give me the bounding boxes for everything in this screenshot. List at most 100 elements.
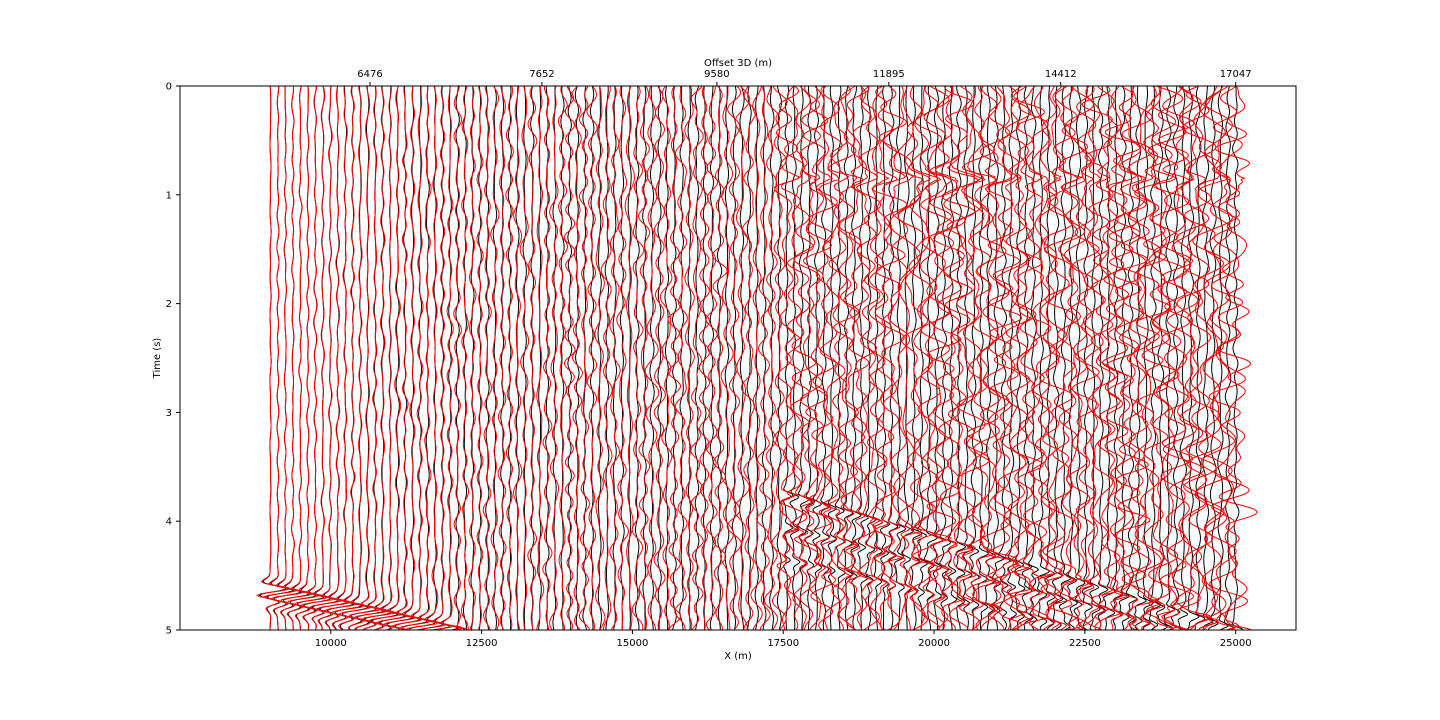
trace-red <box>947 86 983 630</box>
trace-red <box>881 86 914 630</box>
trace-red <box>653 86 666 630</box>
trace-black <box>724 86 730 630</box>
trace-red <box>1192 86 1233 630</box>
trace-red <box>637 86 651 630</box>
x-axis-bottom: 10000 12500 15000 17500 20000 22500 25000 <box>315 630 1252 649</box>
x-axis-top: 6476 7652 9580 11895 14412 17047 <box>357 69 1252 86</box>
y-tick-label: 4 <box>166 517 172 528</box>
trace-red <box>874 86 898 630</box>
trace-red <box>594 86 606 630</box>
trace-red <box>332 86 368 630</box>
trace-red <box>848 86 878 630</box>
trace-red <box>468 86 477 630</box>
trace-black <box>1170 86 1183 630</box>
trace-black <box>888 86 899 630</box>
trace-red <box>659 86 673 630</box>
trace-red <box>1162 86 1205 630</box>
trace-black <box>642 86 647 630</box>
trace-red <box>802 86 833 630</box>
trace-red <box>609 86 621 630</box>
trace-red <box>1037 86 1063 630</box>
trace-black <box>746 86 752 630</box>
trace-red <box>855 86 882 630</box>
trace-black <box>1163 86 1175 630</box>
series-red-traces <box>256 86 1258 630</box>
trace-black <box>783 86 794 630</box>
trace-red <box>933 86 966 630</box>
trace-red <box>644 86 660 630</box>
trace-red <box>780 86 808 630</box>
trace-red <box>578 86 591 630</box>
trace-black <box>560 86 565 630</box>
trace-red <box>600 86 613 630</box>
trace-red <box>631 86 645 630</box>
trace-black <box>1028 86 1040 630</box>
y-tick-label: 5 <box>166 626 172 637</box>
trace-black <box>850 86 862 630</box>
trace-red <box>624 86 635 630</box>
trace-red <box>360 86 395 630</box>
trace-red <box>1141 86 1180 630</box>
trace-red <box>270 86 306 630</box>
trace-black <box>917 86 929 630</box>
trace-black <box>820 86 831 630</box>
trace-black <box>1112 86 1124 630</box>
trace-red <box>536 86 545 630</box>
trace-red <box>416 86 447 630</box>
y-axis-label: Time (s) <box>152 338 163 380</box>
trace-red <box>987 86 1023 630</box>
trace-red <box>1181 86 1217 630</box>
trace-black <box>812 86 822 630</box>
trace-red <box>1057 86 1089 630</box>
trace-red <box>348 86 382 630</box>
trace-red <box>972 86 1007 630</box>
x-tick-label: 22500 <box>1069 638 1101 649</box>
trace-red <box>315 86 351 630</box>
trace-black <box>657 86 662 630</box>
trace-red <box>705 86 719 630</box>
trace-black <box>664 86 669 630</box>
trace-red <box>424 86 453 630</box>
x-tick-label: 17500 <box>767 638 799 649</box>
trace-red <box>926 86 961 630</box>
trace-red <box>293 86 330 630</box>
trace-red <box>557 86 569 630</box>
trace-black <box>530 86 535 630</box>
trace-black <box>709 86 715 630</box>
x2-tick-label: 6476 <box>357 69 382 80</box>
x-axis-label: X (m) <box>724 651 752 662</box>
trace-black <box>739 86 745 630</box>
trace-red <box>432 86 463 630</box>
trace-red <box>367 86 401 630</box>
trace-red <box>513 86 523 630</box>
trace-red <box>1104 86 1142 630</box>
trace-red <box>490 86 500 630</box>
trace-red <box>549 86 560 630</box>
x-tick-label: 25000 <box>1220 638 1252 649</box>
trace-black <box>893 86 907 630</box>
x2-axis-label: Offset 3D (m) <box>704 58 772 69</box>
trace-black <box>1067 86 1079 630</box>
trace-red <box>667 86 682 630</box>
x2-tick-label: 7652 <box>529 69 554 80</box>
trace-red <box>889 86 923 630</box>
trace-red <box>1003 86 1035 630</box>
trace-red <box>1039 86 1074 630</box>
trace-red <box>690 86 704 630</box>
trace-black <box>1037 86 1050 630</box>
trace-red <box>771 86 788 630</box>
trace-black <box>694 86 700 630</box>
y-axis-left: 0 1 2 3 4 5 <box>166 82 180 637</box>
trace-red <box>1025 86 1063 630</box>
x-tick-label: 15000 <box>617 638 649 649</box>
trace-red <box>1081 86 1110 630</box>
x2-tick-label: 9580 <box>704 69 729 80</box>
trace-red <box>1147 86 1190 630</box>
trace-black <box>789 86 801 630</box>
trace-black <box>679 86 685 630</box>
trace-red <box>756 86 773 630</box>
trace-black <box>984 86 997 630</box>
trace-black <box>955 86 967 630</box>
trace-red <box>1134 86 1178 630</box>
trace-red <box>280 86 315 630</box>
